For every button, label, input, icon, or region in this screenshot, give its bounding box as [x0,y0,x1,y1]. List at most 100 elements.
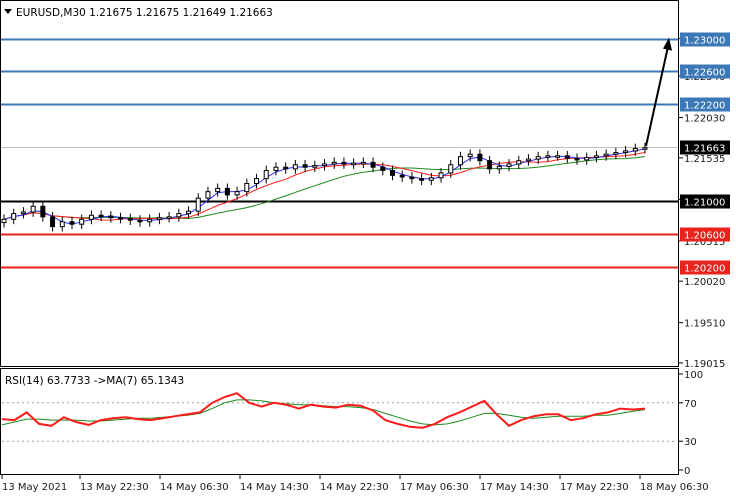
rsi-panel-border [0,368,679,475]
candle-body [584,156,590,161]
candle-body [166,216,172,219]
candle-body [632,148,638,152]
level-tag [680,194,730,209]
candle-body [351,162,357,166]
price-panel-border [0,0,679,367]
candle-body [283,166,289,170]
level-tag-label: 1.22600 [684,68,725,79]
candle-body [496,165,502,170]
candle-body [88,214,94,220]
level-tag [680,260,730,275]
candle-body [545,155,551,158]
candle-body [438,172,444,179]
candle-body [292,164,298,170]
axis-layer: 1.230001.225401.220301.215351.210251.205… [1,32,730,493]
rsi-line [1,392,646,429]
candle-body [555,155,561,158]
time-tick-label: 14 May 22:30 [320,482,389,493]
candle-body [156,217,162,220]
candle-body [341,161,347,165]
candle-body [108,215,114,219]
level-tag [680,64,730,79]
candle-body [273,166,279,171]
candle-body [69,221,75,225]
candle-body [535,156,541,160]
time-tick-label: 13 May 2021 [2,482,67,493]
candle-body [516,160,522,165]
time-tick-label: 13 May 22:30 [80,482,149,493]
level-tag-label: 1.20200 [684,264,725,275]
time-tick-label: 17 May 22:30 [560,482,629,493]
candle-body [186,210,192,215]
level-tag-label: 1.20600 [684,231,725,242]
candle-body [30,205,36,213]
candle-body [448,164,454,174]
candle-body [593,155,599,158]
rsi-tick-label: 0 [684,466,690,477]
candle-body [564,155,570,159]
candle-body [137,219,143,223]
candle-body [312,165,318,168]
candle-body [409,176,415,180]
symbol-header: EURUSD,M30 1.21675 1.21675 1.21649 1.216… [16,7,273,19]
candle-body [244,183,250,193]
candle-body [59,221,65,228]
level-tag [680,32,730,47]
time-tick-label: 18 May 06:30 [640,482,709,493]
candle-body [467,153,473,158]
rsi-header: RSI(14) 63.7733 ->MA(7) 65.1343 [5,375,184,387]
candle-body [195,197,201,212]
candle-body [98,214,104,218]
time-tick-label: 14 May 14:30 [240,482,309,493]
level-tag-label: 1.21000 [684,198,725,209]
candle-body [506,163,512,167]
candle-body [205,191,211,199]
candle-body [389,169,395,176]
price-tick-label: 1.21535 [684,154,725,165]
candle-body [331,161,337,165]
candle-body [224,187,230,196]
rsi-tick-label: 70 [684,399,697,410]
candle-body [302,164,308,168]
candle-body [487,160,493,170]
rsi-tick-label: 30 [684,437,697,448]
candle-body [50,216,56,228]
current-price-tag [680,140,730,155]
price-tick-label: 1.20020 [684,277,725,288]
candle-body [642,147,648,150]
candle-body [428,177,434,181]
candle-body [127,217,133,221]
candle-body [263,169,269,180]
candle-body [322,163,327,167]
forecast-arrow-head [663,37,672,51]
candle-body [574,157,580,161]
candle-body [11,213,17,220]
symbol-dropdown-icon[interactable] [4,9,12,14]
candle-body [419,178,425,181]
level-tag-label: 1.23000 [684,36,725,47]
candle-body [623,150,629,154]
candle-body [40,205,46,218]
candle-body [234,191,240,196]
time-tick-label: 17 May 14:30 [480,482,549,493]
candle-body [176,213,182,218]
candle-body [477,153,483,162]
level-tag-label: 1.22200 [684,101,725,112]
candle-body [1,218,7,224]
price-tick-label: 1.22030 [684,114,725,125]
candle-body [380,166,386,171]
candle-body [118,217,124,220]
level-tag [680,97,730,112]
candle-body [525,158,531,162]
rsi-layer [1,392,677,442]
price-tick-label: 1.20515 [684,237,725,248]
price-layer [1,37,678,269]
price-tick-label: 1.19510 [684,319,725,330]
candle-body [215,187,221,193]
candle-body [613,152,619,155]
candle-body [147,218,153,223]
candle-body [370,161,376,168]
candle-body [399,174,405,178]
